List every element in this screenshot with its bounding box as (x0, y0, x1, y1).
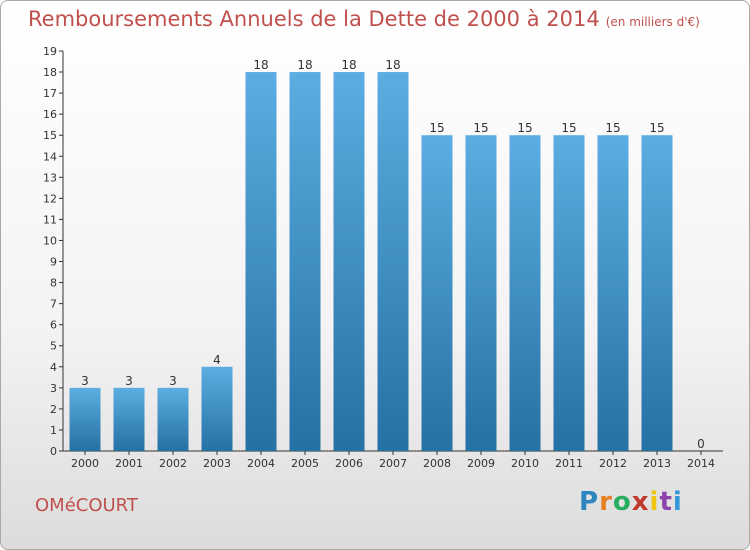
y-tick-label: 6 (50, 319, 57, 332)
y-tick-label: 12 (43, 192, 57, 205)
logo-letter: t (659, 487, 673, 517)
data-label-2000: 3 (81, 374, 89, 388)
x-tick-label: 2000 (71, 457, 99, 470)
proxiti-logo[interactable]: Proxiti (579, 487, 683, 517)
data-label-2001: 3 (125, 374, 133, 388)
data-labels: 3 3 3 4 18 18 18 18 15 15 15 15 15 15 0 (81, 58, 705, 451)
y-tick-label: 13 (43, 171, 57, 184)
x-tick-label: 2009 (467, 457, 495, 470)
y-tick-label: 18 (43, 66, 57, 79)
bars (69, 72, 673, 452)
y-tick-label: 16 (43, 108, 57, 121)
data-label-2011: 15 (561, 121, 576, 135)
bar-2009 (465, 135, 497, 452)
y-tick-label: 3 (50, 382, 57, 395)
data-label-2014: 0 (697, 437, 705, 451)
bar-2011 (553, 135, 585, 452)
y-tick-label: 15 (43, 129, 57, 142)
y-tick-label: 9 (50, 256, 57, 269)
y-tick-label: 14 (43, 150, 57, 163)
chart-title-unit: (en milliers d'€) (605, 15, 700, 29)
data-label-2005: 18 (297, 58, 312, 72)
y-tick-label: 0 (50, 445, 57, 458)
chart-title: Remboursements Annuels de la Dette de 20… (28, 7, 700, 31)
y-tick-label: 7 (50, 298, 57, 311)
data-label-2009: 15 (473, 121, 488, 135)
y-tick-label: 4 (50, 361, 57, 374)
x-tick-label: 2001 (115, 457, 143, 470)
bar-2010 (509, 135, 541, 452)
y-tick-label: 8 (50, 277, 57, 290)
y-tick-label: 2 (50, 403, 57, 416)
logo-letter: i (649, 487, 660, 517)
chart-title-text: Remboursements Annuels de la Dette de 20… (28, 7, 600, 31)
logo-letter: o (612, 487, 632, 517)
bar-2004 (245, 72, 277, 451)
y-tick-label: 11 (43, 213, 57, 226)
logo-letter: i (672, 487, 683, 517)
bar-2002 (157, 387, 189, 451)
data-label-2013: 15 (649, 121, 664, 135)
x-tick-label: 2014 (687, 457, 715, 470)
x-tick-label: 2011 (555, 457, 583, 470)
data-label-2010: 15 (517, 121, 532, 135)
y-tick-label: 10 (43, 234, 57, 247)
y-tick-label: 19 (43, 45, 57, 58)
data-label-2007: 18 (385, 58, 400, 72)
data-label-2004: 18 (253, 58, 268, 72)
y-tick-label: 1 (50, 424, 57, 437)
bar-2000 (69, 387, 101, 451)
data-label-2008: 15 (429, 121, 444, 135)
bar-2003 (201, 366, 233, 451)
bar-2012 (597, 135, 629, 452)
x-tick-label: 2008 (423, 457, 451, 470)
x-tick-label: 2010 (511, 457, 539, 470)
x-tick-label: 2006 (335, 457, 363, 470)
y-tick-label: 17 (43, 87, 57, 100)
x-tick-label: 2004 (247, 457, 275, 470)
x-tick-label: 2007 (379, 457, 407, 470)
data-label-2006: 18 (341, 58, 356, 72)
x-axis: 2000 2001 2002 2003 2004 2005 2006 2007 2008 2009… (63, 450, 723, 470)
logo-letter: x (631, 487, 650, 517)
x-tick-label: 2005 (291, 457, 319, 470)
bar-2007 (377, 72, 409, 451)
bar-2001 (113, 387, 145, 451)
data-label-2012: 15 (605, 121, 620, 135)
x-tick-label: 2002 (159, 457, 187, 470)
bar-2005 (289, 72, 321, 451)
town-name: OMéCOURT (35, 495, 138, 516)
y-tick-label: 5 (50, 340, 57, 353)
x-tick-label: 2013 (643, 457, 671, 470)
x-tick-label: 2012 (599, 457, 627, 470)
data-label-2002: 3 (169, 374, 177, 388)
x-tick-label: 2003 (203, 457, 231, 470)
data-label-2003: 4 (213, 353, 221, 367)
bar-2013 (641, 135, 673, 452)
logo-letter: r (599, 487, 613, 517)
bar-2008 (421, 135, 453, 452)
logo-letter: P (579, 487, 600, 517)
bar-2006 (333, 72, 365, 451)
